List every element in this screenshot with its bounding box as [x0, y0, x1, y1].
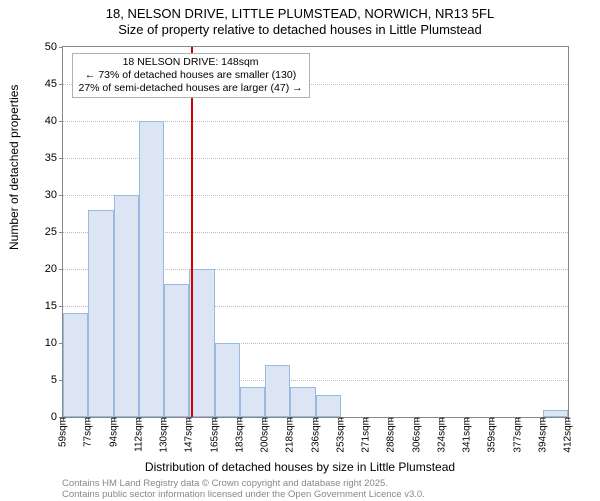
xtick-label: 236sqm: [310, 417, 321, 453]
xtick-label: 94sqm: [108, 417, 119, 447]
histogram-bar: [215, 343, 240, 417]
xtick-label: 200sqm: [260, 417, 271, 453]
chart-title-line-2: Size of property relative to detached ho…: [0, 22, 600, 38]
xtick-label: 59sqm: [58, 417, 69, 447]
ytick-label: 5: [51, 374, 57, 386]
footer-line-2: Contains public sector information licen…: [62, 489, 425, 500]
annotation-line-2: ← 73% of detached houses are smaller (13…: [79, 69, 303, 82]
xtick-label: 147sqm: [184, 417, 195, 453]
chart-footer: Contains HM Land Registry data © Crown c…: [62, 478, 425, 501]
xtick-label: 306sqm: [411, 417, 422, 453]
xtick-label: 412sqm: [563, 417, 574, 453]
chart-title-line-1: 18, NELSON DRIVE, LITTLE PLUMSTEAD, NORW…: [0, 6, 600, 22]
property-size-chart: 18, NELSON DRIVE, LITTLE PLUMSTEAD, NORW…: [0, 0, 600, 500]
ytick-mark: [59, 306, 63, 307]
histogram-bar: [88, 210, 113, 417]
xtick-label: 288sqm: [386, 417, 397, 453]
histogram-bar: [240, 387, 265, 417]
histogram-bar: [290, 387, 315, 417]
xtick-label: 77sqm: [83, 417, 94, 447]
histogram-bar: [164, 284, 189, 417]
ytick-label: 10: [45, 337, 57, 349]
xtick-label: 112sqm: [133, 417, 144, 452]
ytick-mark: [59, 121, 63, 122]
histogram-bar: [63, 313, 88, 417]
xtick-label: 130sqm: [159, 417, 170, 453]
xtick-label: 218sqm: [285, 417, 296, 453]
histogram-bar: [114, 195, 139, 417]
ytick-mark: [59, 269, 63, 270]
ytick-label: 35: [45, 152, 57, 164]
xtick-label: 183sqm: [234, 417, 245, 453]
ytick-label: 50: [45, 41, 57, 53]
histogram-bar: [543, 410, 568, 417]
reference-annotation: 18 NELSON DRIVE: 148sqm ← 73% of detache…: [72, 53, 310, 98]
xtick-label: 377sqm: [512, 417, 523, 453]
ytick-mark: [59, 158, 63, 159]
ytick-label: 30: [45, 189, 57, 201]
histogram-bar: [316, 395, 341, 417]
xtick-label: 253sqm: [335, 417, 346, 453]
footer-line-1: Contains HM Land Registry data © Crown c…: [62, 478, 425, 489]
ytick-label: 45: [45, 78, 57, 90]
xtick-label: 324sqm: [436, 417, 447, 453]
xtick-label: 359sqm: [487, 417, 498, 453]
xtick-label: 394sqm: [537, 417, 548, 453]
plot-area: 0510152025303540455059sqm77sqm94sqm112sq…: [62, 46, 569, 418]
xtick-label: 341sqm: [462, 417, 473, 453]
ytick-label: 15: [45, 300, 57, 312]
ytick-mark: [59, 232, 63, 233]
ytick-mark: [59, 195, 63, 196]
histogram-bar: [265, 365, 290, 417]
annotation-line-3: 27% of semi-detached houses are larger (…: [79, 82, 303, 95]
ytick-mark: [59, 47, 63, 48]
chart-title-block: 18, NELSON DRIVE, LITTLE PLUMSTEAD, NORW…: [0, 0, 600, 39]
histogram-bar: [189, 269, 214, 417]
ytick-label: 20: [45, 263, 57, 275]
y-axis-title: Number of detached properties: [7, 85, 21, 250]
reference-line: [191, 47, 193, 417]
annotation-line-1: 18 NELSON DRIVE: 148sqm: [79, 56, 303, 69]
histogram-bar: [139, 121, 164, 417]
xtick-label: 165sqm: [209, 417, 220, 453]
x-axis-title: Distribution of detached houses by size …: [0, 460, 600, 474]
ytick-mark: [59, 84, 63, 85]
ytick-label: 40: [45, 115, 57, 127]
xtick-label: 271sqm: [361, 417, 372, 453]
ytick-label: 25: [45, 226, 57, 238]
ytick-label: 0: [51, 411, 57, 423]
